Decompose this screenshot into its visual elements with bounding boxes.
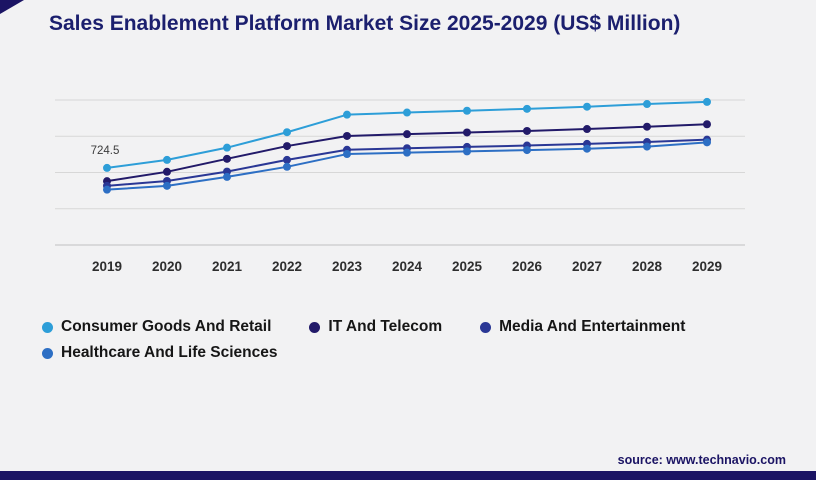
bottom-bar <box>0 471 816 480</box>
legend-dot-icon <box>309 321 321 333</box>
data-point <box>643 122 651 131</box>
data-point <box>103 185 111 194</box>
legend-label: Consumer Goods And Retail <box>61 318 272 335</box>
data-point <box>103 163 111 172</box>
legend-label: Healthcare And Life Sciences <box>61 344 278 361</box>
data-point <box>283 155 291 164</box>
data-point <box>523 126 531 135</box>
data-point <box>523 104 531 113</box>
x-axis-label-2027: 2027 <box>572 259 602 274</box>
x-axis-label-2022: 2022 <box>272 259 302 274</box>
data-point <box>463 106 471 115</box>
legend-item-1: IT And Telecom <box>309 318 442 336</box>
data-point <box>343 150 351 159</box>
legend-label: IT And Telecom <box>328 318 443 335</box>
source-text: source: www.technavio.com <box>617 453 786 467</box>
x-axis-label-2025: 2025 <box>452 259 483 274</box>
data-point <box>643 100 651 109</box>
x-axis-label-2024: 2024 <box>392 259 423 274</box>
data-point <box>283 162 291 171</box>
data-point <box>463 128 471 137</box>
x-axis-label-2028: 2028 <box>632 259 663 274</box>
legend-label: Media And Entertainment <box>499 318 686 335</box>
data-point <box>163 155 171 164</box>
data-point <box>163 181 171 190</box>
chart-legend: Consumer Goods And Retail IT And Telecom M… <box>42 318 752 362</box>
line-chart: 724.5 2019 2020 2021 2022 2023 2024 2025 2026 202… <box>45 95 761 287</box>
legend-dot-icon <box>42 321 53 333</box>
data-point <box>223 143 231 152</box>
x-axis-label-2021: 2021 <box>212 259 243 274</box>
legend-item-2: Media And Entertainment <box>480 318 685 336</box>
legend-item-3: Healthcare And Life Sciences <box>42 344 278 362</box>
x-axis-label-2019: 2019 <box>92 259 122 274</box>
legend-item-0: Consumer Goods And Retail <box>42 318 271 336</box>
data-point <box>583 102 591 111</box>
corner-accent <box>0 0 24 14</box>
data-point <box>343 110 351 119</box>
data-point <box>523 146 531 155</box>
data-point <box>403 108 411 117</box>
legend-dot-icon <box>42 347 53 359</box>
x-axis-label-2029: 2029 <box>692 259 722 274</box>
data-point <box>703 120 711 129</box>
data-point <box>643 142 651 151</box>
x-axis-label-2023: 2023 <box>332 259 363 274</box>
chart-canvas: 724.5 2019 2020 2021 2022 2023 2024 2025 2026 202… <box>55 97 745 274</box>
x-axis-label-2020: 2020 <box>152 259 182 274</box>
chart-title: Sales Enablement Platform Market Size 20… <box>49 12 681 35</box>
data-point <box>163 167 171 176</box>
data-point <box>403 130 411 139</box>
x-axis-label-2026: 2026 <box>512 259 543 274</box>
data-point <box>583 144 591 153</box>
data-point <box>703 97 711 106</box>
data-point <box>403 148 411 157</box>
data-point <box>583 125 591 134</box>
data-point <box>223 154 231 163</box>
data-label-724-5: 724.5 <box>91 145 120 157</box>
data-point <box>703 138 711 147</box>
data-point <box>283 142 291 151</box>
data-point <box>463 147 471 156</box>
data-point <box>343 131 351 140</box>
legend-dot-icon <box>480 321 492 333</box>
data-point <box>283 128 291 137</box>
data-point <box>223 172 231 181</box>
